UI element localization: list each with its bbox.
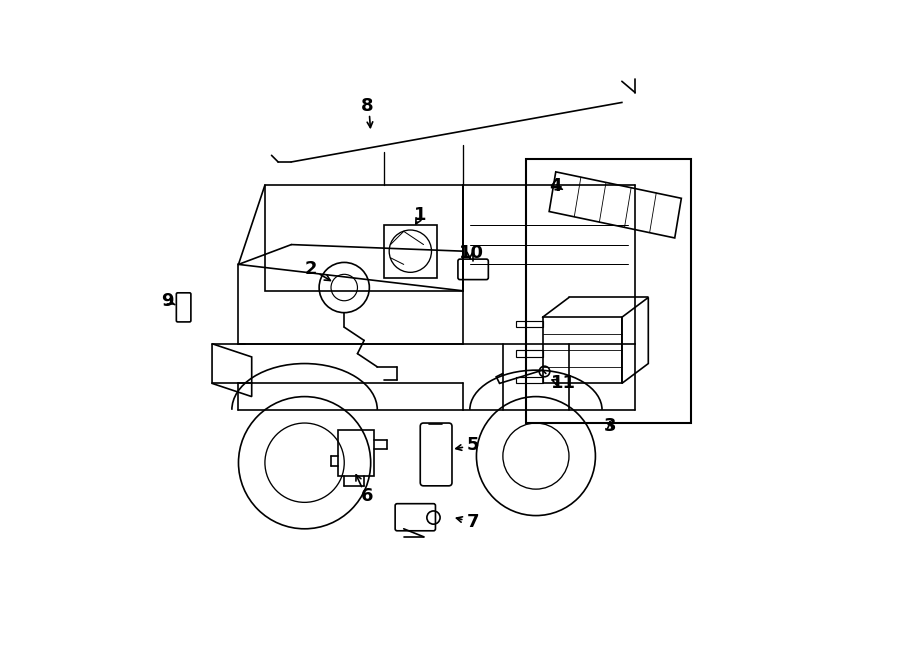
Text: 8: 8 — [361, 97, 374, 115]
Bar — [526, 159, 691, 423]
Text: 9: 9 — [161, 292, 174, 310]
Text: 10: 10 — [459, 243, 483, 262]
Text: 7: 7 — [467, 513, 480, 531]
Text: 2: 2 — [305, 260, 318, 278]
Text: 11: 11 — [551, 374, 576, 393]
Text: 4: 4 — [550, 177, 562, 196]
Bar — [338, 430, 374, 476]
Text: 1: 1 — [414, 206, 427, 224]
Text: 3: 3 — [604, 417, 617, 436]
Text: 6: 6 — [361, 486, 374, 505]
Text: 5: 5 — [467, 436, 480, 454]
